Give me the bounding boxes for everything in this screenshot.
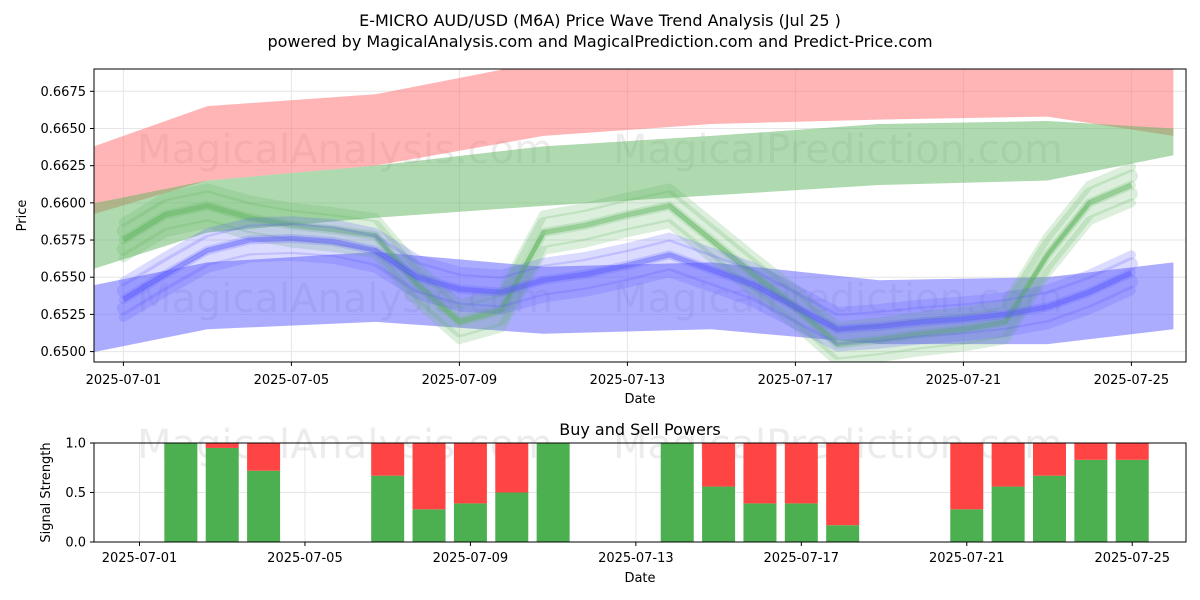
x-tick-label: 2025-07-13	[598, 551, 674, 566]
bottom-chart-title: Buy and Sell Powers	[559, 420, 721, 439]
buy-bar	[495, 492, 529, 542]
blue-wave	[122, 236, 1133, 332]
sell-bar	[1115, 443, 1149, 460]
buy-bar	[371, 475, 405, 542]
y-tick-label: 0.6600	[41, 196, 87, 211]
y-tick-label: 0.6575	[41, 234, 87, 249]
x-tick-label: 2025-07-01	[102, 551, 178, 566]
y-tick-label: 1.0	[65, 437, 86, 452]
buy-bar	[536, 443, 570, 542]
y-tick-label: 0.6550	[41, 271, 87, 286]
y-tick-label: 0.6525	[41, 308, 87, 323]
sell-bar	[205, 443, 239, 448]
blue-wave-stroke	[116, 240, 1138, 345]
sell-bar	[784, 443, 818, 504]
watermark-text: MagicalAnalysis.com	[137, 422, 553, 468]
green-wave-stroke	[118, 162, 1136, 331]
x-axis-label: Date	[624, 571, 655, 586]
x-tick-label: 2025-07-21	[929, 551, 1005, 566]
sell-bar	[495, 443, 529, 493]
buy-bar	[743, 503, 777, 542]
blue-wave-stroke	[118, 251, 1136, 352]
y-tick-label: 0.6675	[41, 85, 87, 100]
sell-bar	[826, 443, 860, 526]
y-axis-label: Signal Strength	[39, 442, 54, 542]
sell-bar	[950, 443, 984, 510]
sell-bar	[702, 443, 736, 487]
sell-bar	[1033, 443, 1066, 476]
buy-bar	[660, 443, 694, 542]
green-wave-stroke	[118, 198, 1136, 362]
x-tick-label: 2025-07-25	[1094, 373, 1170, 388]
sell-bar	[247, 443, 281, 471]
sell-bar	[412, 443, 446, 510]
green-wave-stroke	[116, 187, 1138, 360]
buy-bar	[1074, 459, 1108, 542]
sell-bar	[453, 443, 487, 504]
x-tick-label: 2025-07-05	[254, 373, 330, 388]
x-tick-label: 2025-07-13	[590, 373, 666, 388]
sell-bar	[991, 443, 1025, 487]
buy-bar	[702, 486, 736, 542]
buy-bar	[826, 525, 860, 542]
plot-frame	[93, 68, 1187, 363]
buy-sell-powers-chart: Buy and Sell PowersMagicalAnalysis.comMa…	[39, 420, 1187, 586]
buy-bar	[950, 509, 984, 542]
green-middle-band	[94, 121, 1174, 269]
buy-bar	[1115, 459, 1149, 542]
x-tick-label: 2025-07-25	[1094, 551, 1170, 566]
buy-bar	[453, 503, 487, 542]
x-axis-label: Date	[624, 392, 655, 407]
plot-area	[94, 69, 1174, 362]
green-wave	[122, 182, 1133, 347]
y-tick-label: 0.6625	[41, 159, 87, 174]
buy-bar	[205, 447, 239, 542]
buy-bar	[784, 503, 818, 542]
price-wave-chart: MagicalAnalysis.comMagicalPrediction.com…	[15, 68, 1187, 407]
red-upper-band	[94, 69, 1174, 215]
sell-bar	[1074, 443, 1108, 460]
y-axis-label: Price	[15, 200, 30, 232]
x-tick-label: 2025-07-05	[267, 551, 343, 566]
chart-subtitle: powered by MagicalAnalysis.com and Magic…	[267, 32, 932, 51]
blue-wave-stroke	[118, 216, 1136, 316]
blue-wave-stroke	[116, 223, 1138, 327]
buy-bar	[247, 470, 281, 542]
x-tick-label: 2025-07-21	[926, 373, 1002, 388]
y-tick-label: 0.6500	[41, 345, 87, 360]
buy-bar	[164, 443, 198, 542]
y-tick-label: 0.6650	[41, 122, 87, 137]
y-tick-label: 0.5	[65, 486, 86, 501]
x-tick-label: 2025-07-09	[422, 373, 498, 388]
buy-bar	[991, 486, 1025, 542]
x-tick-label: 2025-07-01	[86, 373, 162, 388]
buy-bar	[1033, 475, 1066, 542]
blue-lower-band	[94, 251, 1174, 353]
sell-bar	[371, 443, 405, 476]
sell-bar	[743, 443, 777, 504]
x-tick-label: 2025-07-17	[764, 551, 840, 566]
chart-title: E-MICRO AUD/USD (M6A) Price Wave Trend A…	[359, 11, 841, 30]
x-tick-label: 2025-07-17	[758, 373, 834, 388]
buy-bar	[412, 509, 446, 542]
x-tick-label: 2025-07-09	[433, 551, 509, 566]
y-tick-label: 0.0	[65, 536, 86, 551]
